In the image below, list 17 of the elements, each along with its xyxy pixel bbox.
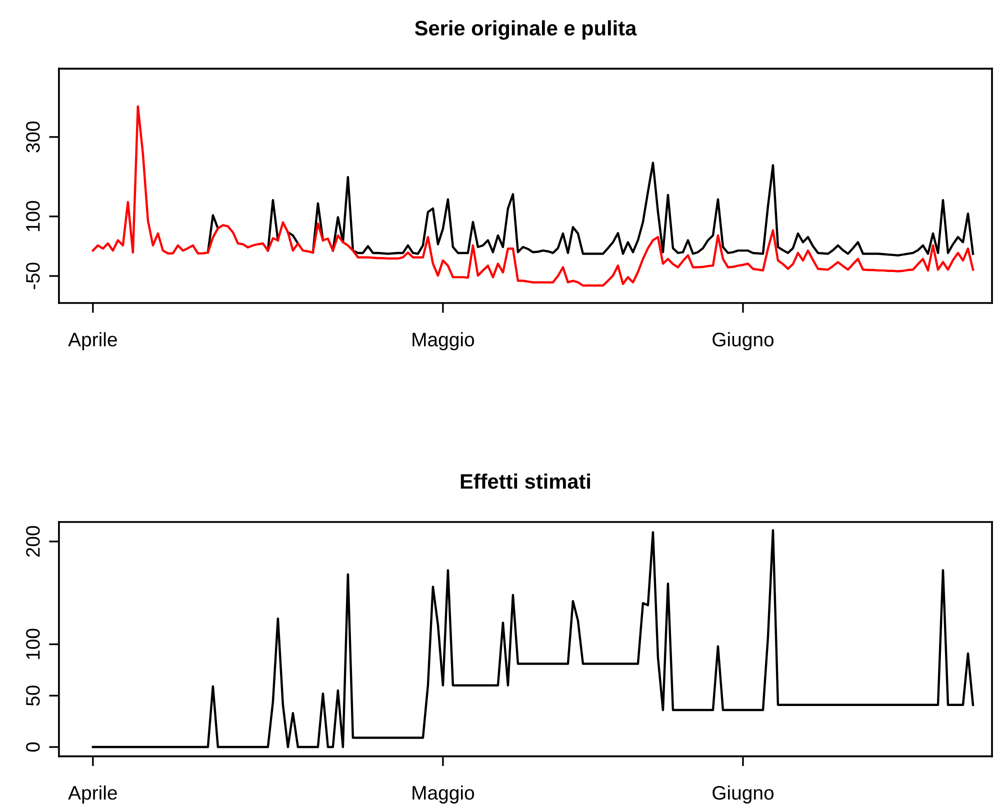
y-tick-label: 100 xyxy=(26,628,40,660)
y-tick-label: 200 xyxy=(26,526,40,557)
line-series xyxy=(92,529,974,748)
y-tick-label: 100 xyxy=(26,200,40,232)
x-tick-label: Aprile xyxy=(68,332,117,350)
y-tick-label: 0 xyxy=(26,742,40,752)
x-tick-label: Giugno xyxy=(712,332,774,350)
x-tick-label: Maggio xyxy=(412,332,474,350)
x-tick-label: Maggio xyxy=(412,785,474,804)
y-tick-label: -50 xyxy=(26,262,40,290)
x-tick-label: Aprile xyxy=(68,785,117,804)
chart-title: Effetti stimati xyxy=(460,474,590,489)
y-tick-label: 300 xyxy=(26,122,40,152)
x-tick-label: Giugno xyxy=(712,785,774,804)
line-series xyxy=(92,105,974,287)
chart-title: Serie originale e pulita xyxy=(414,20,637,40)
y-tick-label: 50 xyxy=(26,686,40,706)
